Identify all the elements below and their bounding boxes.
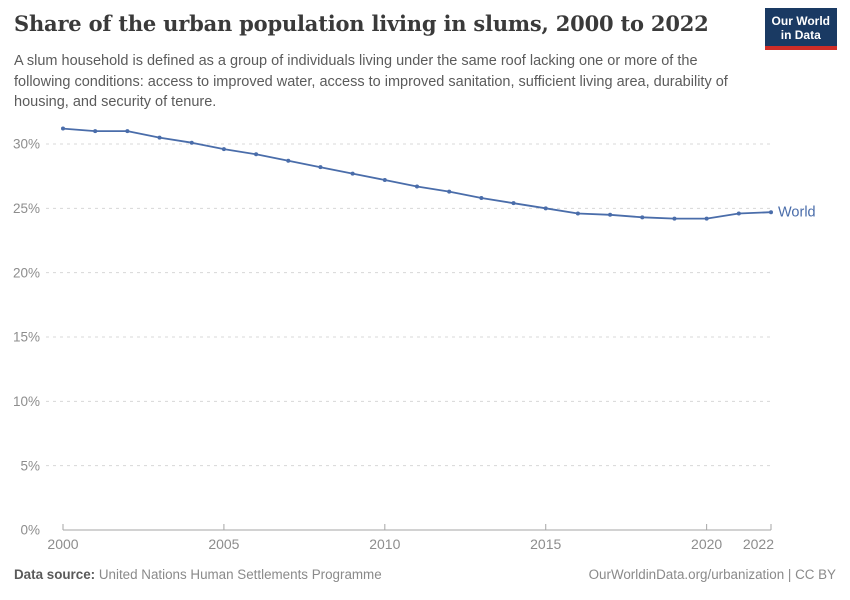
x-axis: 2000 2005 2010 2015 2020 2022	[47, 524, 774, 552]
y-tick-label: 15%	[13, 330, 40, 345]
x-tick-label: 2000	[47, 536, 78, 552]
x-tick-label: 2020	[691, 536, 722, 552]
data-point-marker[interactable]	[93, 129, 98, 134]
y-tick-label: 10%	[13, 394, 40, 409]
data-point-marker[interactable]	[189, 140, 194, 145]
data-source: Data source: United Nations Human Settle…	[14, 567, 382, 582]
data-point-marker[interactable]	[61, 126, 65, 131]
data-source-value: United Nations Human Settlements Program…	[95, 567, 382, 582]
data-point-marker[interactable]	[543, 206, 548, 211]
page-title: Share of the urban population living in …	[14, 11, 709, 36]
series-line[interactable]	[62, 127, 772, 220]
data-point-marker[interactable]	[157, 135, 162, 140]
data-point-marker[interactable]	[608, 212, 613, 217]
owid-logo-line2: in Data	[780, 28, 821, 42]
y-tick-label: 5%	[20, 458, 40, 473]
y-tick-label: 20%	[13, 265, 40, 280]
data-point-marker[interactable]	[479, 196, 484, 201]
series-end-label[interactable]: World	[778, 205, 816, 221]
data-point-marker[interactable]	[640, 215, 645, 220]
data-point-marker[interactable]	[221, 147, 226, 152]
y-tick-label: 30%	[13, 137, 40, 152]
data-point-marker[interactable]	[415, 184, 419, 189]
data-point-marker[interactable]	[125, 129, 130, 134]
x-tick-label: 2022	[743, 536, 774, 552]
data-source-label: Data source:	[14, 567, 96, 582]
data-point-marker[interactable]	[318, 165, 323, 170]
owid-license-link[interactable]: OurWorldinData.org/urbanization | CC BY	[588, 567, 836, 582]
y-tick-label: 0%	[20, 523, 40, 538]
y-tick-label: 25%	[13, 201, 40, 216]
chart-subtitle: A slum household is defined as a group o…	[14, 53, 728, 111]
data-point-marker[interactable]	[286, 158, 291, 163]
data-point-marker[interactable]	[350, 171, 355, 176]
x-tick-label: 2015	[530, 536, 561, 552]
y-grid: 0% 5% 10% 15% 20% 25% 30%	[13, 137, 773, 538]
data-point-marker[interactable]	[254, 152, 259, 157]
series-world: World	[61, 126, 816, 221]
data-point-marker[interactable]	[447, 189, 452, 194]
x-tick-label: 2010	[369, 536, 400, 552]
data-point-marker[interactable]	[672, 216, 677, 221]
owid-logo[interactable]: Our World in Data	[764, 8, 837, 50]
owid-logo-line1: Our World	[771, 14, 830, 28]
data-point-marker[interactable]	[736, 211, 741, 216]
data-point-marker[interactable]	[511, 201, 516, 206]
x-tick-label: 2005	[208, 536, 239, 552]
data-point-marker[interactable]	[575, 211, 580, 216]
data-point-marker[interactable]	[704, 216, 709, 221]
data-point-marker[interactable]	[382, 178, 387, 183]
data-point-marker[interactable]	[769, 210, 773, 215]
